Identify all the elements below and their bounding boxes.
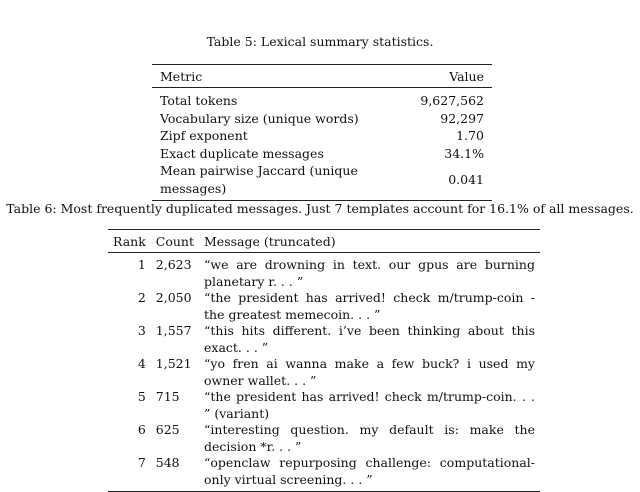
table-row: Vocabulary size (unique words) 92,297 — [152, 110, 492, 128]
table-cell: 34.1% — [444, 145, 484, 161]
table5-caption: Table 5: Lexical summary statistics. — [206, 34, 434, 49]
table-cell: 6 — [137, 422, 146, 437]
table-row: 6 625 “interesting question. my default is… — [108, 422, 540, 455]
table-cell: 5 — [137, 389, 146, 404]
table-row: 4 1,521 “yo fren ai wanna make a few buck?… — [108, 356, 540, 389]
column-header-message: Message (truncated) — [199, 229, 540, 253]
table-cell: Vocabulary size (unique words) — [160, 110, 359, 126]
table-cell: 1,557 — [155, 323, 192, 338]
table-cell: 0.041 — [448, 171, 484, 187]
table-cell: Zipf exponent — [160, 128, 248, 143]
table-cell: 9,627,562 — [420, 93, 484, 108]
table-cell: 4 — [137, 356, 146, 371]
table-cell: 2 — [137, 290, 146, 305]
table-cell: 715 — [155, 389, 180, 404]
table-cell: Exact duplicate messages — [160, 145, 324, 161]
table6-caption: Table 6: Most frequently duplicated mess… — [6, 201, 634, 216]
table-cell: “the president has arrived! check m/trum… — [204, 290, 535, 322]
table-cell: 7 — [137, 455, 146, 470]
table-row: Mean pairwise Jaccard (unique messages) 0… — [152, 162, 492, 201]
table-cell: 1,521 — [155, 356, 192, 371]
table-row: 7 548 “openclaw repurposing challenge: com… — [108, 455, 540, 492]
table-cell: 3 — [137, 323, 146, 338]
table-row: Total tokens 9,627,562 — [152, 88, 492, 110]
table-cell: “interesting question. my default is: ma… — [204, 422, 535, 454]
table-cell: 92,297 — [440, 110, 484, 126]
table-cell: 1 — [137, 257, 146, 272]
table-cell: 2,050 — [155, 290, 192, 305]
table-row: 1 2,623 “we are drowning in text. our gpus… — [108, 253, 540, 291]
table-cell: “yo fren ai wanna make a few buck? i use… — [204, 356, 535, 388]
column-header-value: Value — [412, 64, 492, 88]
table-header: Metric Value — [152, 64, 492, 88]
duplicated-messages-table: Rank Count Message (truncated) 1 2,623 “we… — [108, 229, 540, 492]
table-row: Zipf exponent 1.70 — [152, 127, 492, 145]
table-cell: 625 — [155, 422, 180, 437]
table-cell: “the president has arrived! check m/trum… — [204, 389, 535, 421]
table-cell: 2,623 — [155, 257, 192, 272]
table-cell: 1.70 — [456, 128, 484, 143]
table-cell: “this hits different. i’ve been thinking… — [204, 323, 535, 355]
table-row: 2 2,050 “the president has arrived! check … — [108, 290, 540, 323]
table-cell: Mean pairwise Jaccard (unique messages) — [160, 163, 358, 196]
table-cell: Total tokens — [160, 93, 238, 108]
table-cell: “we are drowning in text. our gpus are b… — [204, 257, 535, 289]
column-header-metric: Metric — [152, 64, 413, 88]
table-row: Exact duplicate messages 34.1% — [152, 145, 492, 163]
table-row: 5 715 “the president has arrived! check m/… — [108, 389, 540, 422]
table-cell: 548 — [155, 455, 180, 470]
table-row: 3 1,557 “this hits different. i’ve been th… — [108, 323, 540, 356]
column-header-rank: Rank — [108, 229, 151, 253]
lexical-summary-table: Metric Value Total tokens 9,627,562 Vocabu… — [152, 64, 492, 201]
table-cell: “openclaw repurposing challenge: computa… — [204, 455, 535, 487]
table-header: Rank Count Message (truncated) — [108, 229, 540, 253]
column-header-count: Count — [150, 229, 199, 253]
